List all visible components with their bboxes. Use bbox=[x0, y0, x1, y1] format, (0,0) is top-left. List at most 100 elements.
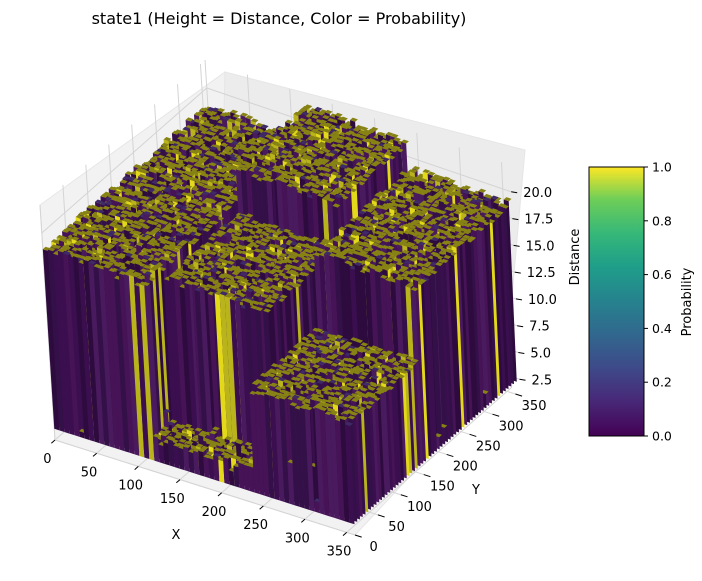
surface-top bbox=[339, 255, 348, 260]
surface-top bbox=[340, 243, 348, 248]
surface-top bbox=[278, 144, 287, 149]
surface-top bbox=[424, 268, 433, 273]
surface-top bbox=[405, 283, 414, 288]
surface-top bbox=[450, 183, 459, 189]
surface-top bbox=[289, 255, 298, 260]
surface-top bbox=[332, 203, 341, 208]
surface-top bbox=[238, 236, 247, 242]
surface-top bbox=[321, 158, 330, 163]
surface-top bbox=[166, 177, 174, 182]
surface-top bbox=[291, 258, 300, 264]
surface-top bbox=[363, 243, 372, 248]
surface-top bbox=[134, 183, 143, 188]
surface-top bbox=[187, 203, 196, 208]
surface-top bbox=[385, 131, 394, 137]
surface-top bbox=[227, 247, 236, 252]
surface-top bbox=[229, 220, 238, 225]
surface-top bbox=[311, 189, 320, 194]
surface-top bbox=[280, 154, 289, 159]
surface-top bbox=[170, 186, 179, 191]
surface-top bbox=[209, 146, 218, 151]
surface-top bbox=[405, 198, 414, 203]
surface-top bbox=[389, 238, 398, 243]
surface-top bbox=[457, 231, 466, 236]
surface-top bbox=[431, 194, 440, 200]
surface-top bbox=[447, 192, 455, 197]
surface-top bbox=[355, 125, 364, 130]
surface-top bbox=[298, 117, 307, 123]
surface-top bbox=[218, 126, 227, 131]
surface-top bbox=[203, 122, 212, 127]
surface-top bbox=[376, 250, 384, 255]
surface-top bbox=[438, 235, 447, 240]
surface-top bbox=[242, 222, 251, 227]
surface-top bbox=[374, 147, 383, 152]
surface-top bbox=[402, 276, 411, 281]
surface-top bbox=[217, 183, 226, 188]
surface-top bbox=[186, 228, 194, 233]
surface-top bbox=[397, 192, 406, 197]
surface-top bbox=[413, 189, 422, 194]
surface-top bbox=[314, 144, 323, 149]
surface-top bbox=[246, 147, 254, 152]
surface-top bbox=[366, 157, 374, 162]
surface-top bbox=[432, 253, 441, 258]
surface-top bbox=[153, 187, 161, 192]
surface-top bbox=[460, 185, 469, 191]
surface-top bbox=[201, 146, 210, 151]
surface-top bbox=[141, 203, 150, 208]
surface-top bbox=[311, 114, 320, 120]
surface-top bbox=[409, 250, 418, 255]
surface-top bbox=[385, 196, 394, 201]
surface-top bbox=[164, 172, 173, 177]
surface-top bbox=[302, 131, 311, 136]
surface-top bbox=[438, 198, 447, 203]
surface-top bbox=[428, 196, 437, 201]
surface-top bbox=[357, 260, 366, 265]
surface-top bbox=[205, 137, 213, 142]
surface-top bbox=[260, 254, 269, 259]
surface-top bbox=[295, 161, 304, 166]
surface-top bbox=[314, 335, 323, 340]
surface-top bbox=[401, 177, 410, 182]
surface-top bbox=[394, 212, 403, 217]
surface-top bbox=[238, 146, 247, 151]
surface-top bbox=[94, 199, 103, 204]
surface-top bbox=[170, 149, 179, 154]
surface-top bbox=[331, 249, 340, 254]
surface-top bbox=[366, 234, 375, 239]
surface-top bbox=[401, 256, 410, 261]
surface-top bbox=[407, 242, 416, 247]
surface-top bbox=[461, 219, 469, 224]
surface-top bbox=[257, 136, 265, 141]
surface-top bbox=[363, 216, 372, 221]
surface-top bbox=[444, 197, 453, 202]
surface-top bbox=[265, 228, 274, 233]
surface-top bbox=[416, 224, 425, 229]
surface-top bbox=[297, 171, 306, 177]
surface-top bbox=[462, 234, 471, 239]
surface-top bbox=[434, 192, 443, 197]
surface-top bbox=[100, 193, 109, 198]
surface-top bbox=[335, 334, 344, 339]
surface-top bbox=[372, 350, 381, 355]
surface-top bbox=[324, 243, 333, 248]
surface-top bbox=[431, 187, 440, 193]
surface-top bbox=[184, 138, 193, 143]
surface-top bbox=[280, 149, 289, 155]
surface-top bbox=[166, 165, 175, 170]
surface-top bbox=[388, 262, 396, 267]
surface-top bbox=[322, 115, 330, 120]
surface-top bbox=[319, 241, 328, 246]
surface-top bbox=[403, 259, 412, 265]
surface-top bbox=[369, 357, 378, 362]
surface-top bbox=[476, 226, 485, 232]
surface-top bbox=[159, 158, 168, 164]
surface-top bbox=[332, 237, 341, 242]
surface-top bbox=[459, 198, 468, 203]
surface-top bbox=[219, 112, 228, 117]
surface-top bbox=[495, 210, 504, 215]
surface-top bbox=[121, 188, 130, 193]
surface-top bbox=[104, 200, 113, 206]
surface-top bbox=[293, 120, 301, 125]
